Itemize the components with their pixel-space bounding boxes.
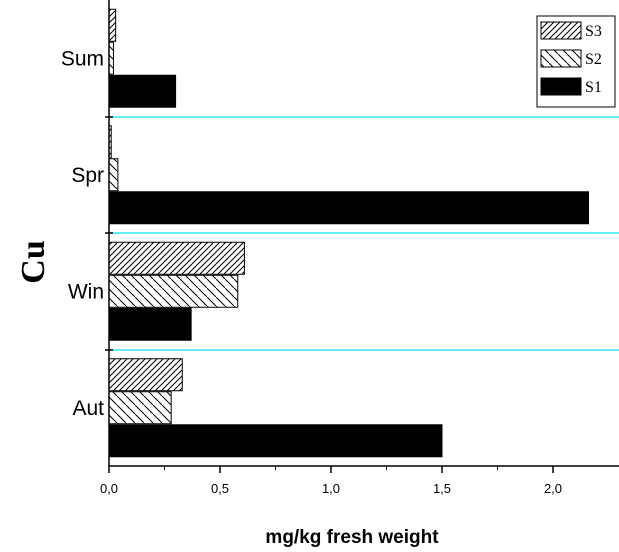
bar-s3-sum xyxy=(108,8,117,42)
y-axis-label: Cu xyxy=(15,240,52,283)
x-tick-label: 0,5 xyxy=(211,481,229,496)
x-tick-label: 2,0 xyxy=(544,481,562,496)
x-tick-label: 1,0 xyxy=(322,481,340,496)
bar-s2-aut xyxy=(108,391,172,425)
x-tick-label: 1,5 xyxy=(433,481,451,496)
bar-s2-spr xyxy=(108,158,119,192)
x-tick-label: 0,0 xyxy=(100,481,118,496)
bar-s1-sum xyxy=(108,74,177,108)
legend: S3 S2 S1 xyxy=(536,15,616,108)
legend-swatch-s1 xyxy=(540,77,582,96)
category-labels: Aut Win Spr Sum xyxy=(61,47,104,420)
category-separators xyxy=(109,116,619,351)
bar-s1-win xyxy=(108,307,192,341)
legend-swatch-s2 xyxy=(540,49,582,68)
bars xyxy=(108,8,590,458)
x-ticks: 0,0 0,5 1,0 1,5 2,0 xyxy=(100,466,562,496)
legend-swatch-s3 xyxy=(540,21,582,40)
category-label-spr: Spr xyxy=(71,164,104,187)
bar-s1-spr xyxy=(108,191,590,225)
legend-label-s2: S2 xyxy=(585,51,602,68)
bar-s2-win xyxy=(108,274,239,308)
y-ticks xyxy=(105,116,113,351)
bar-s3-win xyxy=(108,241,245,275)
legend-label-s3: S3 xyxy=(585,23,602,40)
category-label-sum: Sum xyxy=(61,47,104,70)
x-axis-label: mg/kg fresh weight xyxy=(265,527,439,548)
category-label-win: Win xyxy=(68,280,104,303)
bar-s3-aut xyxy=(108,358,183,392)
legend-label-s1: S1 xyxy=(585,79,602,96)
category-label-aut: Aut xyxy=(72,397,104,420)
bar-s1-aut xyxy=(108,424,443,458)
